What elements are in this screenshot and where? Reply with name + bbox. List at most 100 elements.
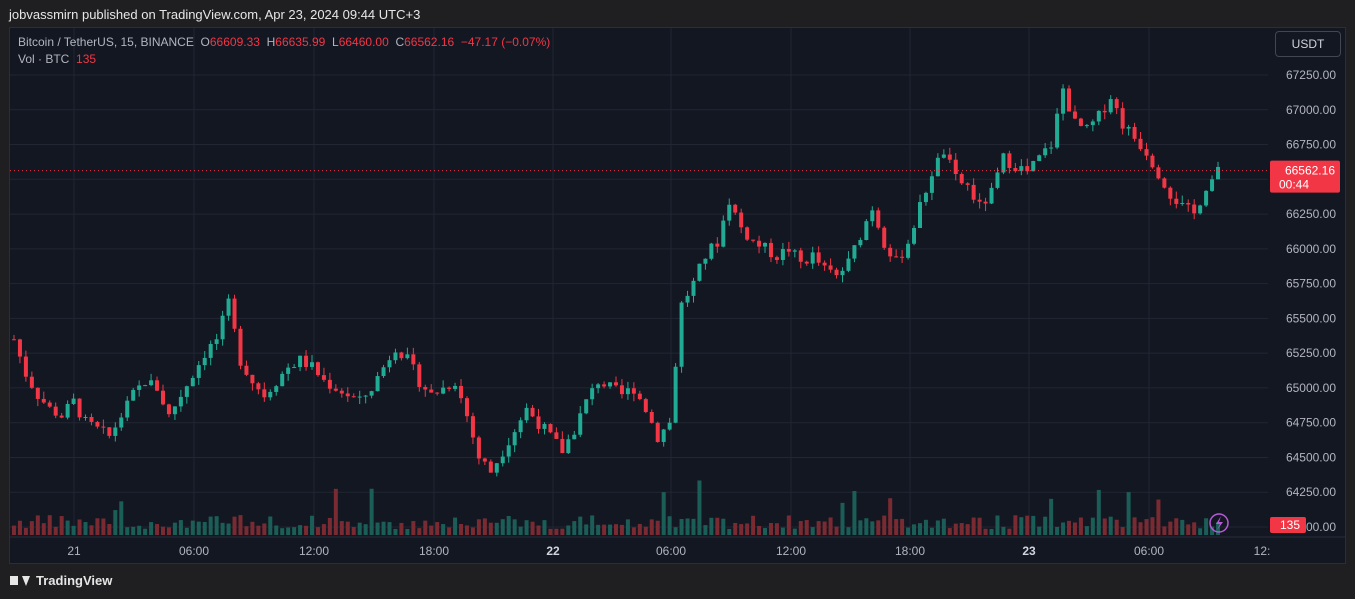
candle-body	[506, 445, 511, 457]
candle-body	[387, 360, 392, 368]
candle-body	[912, 227, 917, 244]
volume-bar	[989, 528, 994, 535]
volume-bar	[268, 516, 273, 535]
candle-body	[1204, 190, 1209, 206]
volume-bar	[47, 515, 52, 535]
volume-bar	[1055, 526, 1060, 535]
candle-body	[1043, 148, 1048, 156]
candle-body	[679, 302, 684, 367]
candle-body	[989, 187, 994, 204]
volume-bar	[852, 491, 857, 535]
x-tick-label: 18:00	[419, 544, 449, 558]
candle-body	[29, 376, 34, 388]
candle-body	[77, 398, 82, 418]
candle-body	[774, 257, 779, 260]
candle-body	[691, 280, 696, 296]
candle-body	[858, 239, 863, 246]
candle-body	[310, 362, 315, 367]
x-tick-label: 22	[546, 544, 560, 558]
y-tick-label: 66750.00	[1286, 138, 1336, 152]
candle-body	[17, 339, 22, 357]
candle-body	[1067, 88, 1072, 112]
volume-bar	[792, 528, 797, 535]
currency-button[interactable]: USDT	[1275, 31, 1341, 57]
candle-body	[393, 352, 398, 361]
candle-body	[238, 328, 243, 366]
volume-bar	[226, 523, 231, 535]
volume-bar	[894, 519, 899, 535]
volume-legend: Vol · BTC 135	[18, 52, 96, 66]
volume-bar	[691, 518, 696, 535]
candle-body	[959, 174, 964, 184]
candle-body	[155, 380, 160, 391]
candle-body	[113, 427, 118, 436]
y-tick-label: 64750.00	[1286, 416, 1336, 430]
candle-body	[262, 389, 267, 398]
symbol-label[interactable]: Bitcoin / TetherUS, 15, BINANCE	[18, 35, 194, 49]
volume-bar	[1114, 519, 1119, 535]
volume-bar	[1126, 492, 1131, 535]
volume-bar	[584, 524, 589, 535]
volume-bar	[1025, 515, 1030, 535]
volume-bar	[614, 524, 618, 535]
x-tick-label: 18:00	[895, 544, 925, 558]
volume-bar	[1013, 515, 1018, 535]
volume-bar	[578, 516, 583, 535]
volume-bar	[1102, 518, 1107, 535]
volume-bar	[184, 527, 189, 535]
volume-bar	[160, 526, 165, 535]
volume-bar	[1120, 527, 1125, 535]
candle-body	[357, 396, 362, 398]
open-value: 66609.33	[209, 35, 260, 49]
candle-body	[834, 269, 839, 276]
volume-bar	[965, 524, 970, 535]
volume-bar	[387, 522, 392, 535]
volume-bar	[333, 488, 338, 535]
volume-label[interactable]: Vol · BTC	[18, 52, 70, 66]
candle-body	[1108, 99, 1113, 113]
high-label: H	[266, 35, 276, 49]
volume-bar	[1067, 520, 1072, 535]
candle-body	[423, 386, 428, 390]
volume-bar	[667, 516, 672, 535]
volume-bar	[143, 528, 148, 535]
y-tick-label: 65750.00	[1286, 277, 1336, 291]
candle-body	[292, 367, 297, 369]
volume-bar	[304, 525, 309, 535]
tradingview-brand[interactable]: TradingView	[10, 573, 112, 588]
volume-bar	[1198, 528, 1203, 535]
candle-body	[1138, 138, 1143, 150]
candle-body	[327, 379, 332, 389]
candle-body	[977, 199, 982, 202]
volume-bar	[369, 488, 374, 535]
candle-body	[220, 315, 225, 340]
candle-body	[619, 385, 624, 395]
candle-body	[256, 383, 261, 390]
volume-bar	[1186, 524, 1191, 535]
volume-bar	[310, 515, 315, 535]
candle-body	[721, 220, 726, 247]
candle-body	[548, 424, 553, 433]
volume-bar	[590, 515, 595, 535]
volume-bar	[125, 527, 130, 535]
volume-bar	[834, 526, 839, 535]
candle-body	[435, 392, 440, 394]
candle-body	[947, 154, 952, 160]
candle-body	[274, 386, 279, 392]
volume-bar	[423, 520, 428, 535]
candle-body	[1150, 155, 1155, 168]
volume-bar	[89, 525, 94, 535]
candle-body	[23, 356, 28, 377]
candle-body	[482, 458, 487, 462]
candle-body	[1084, 125, 1089, 127]
volume-bar	[321, 524, 326, 535]
candle-body	[304, 355, 309, 367]
candle-body	[447, 387, 452, 389]
candle-body	[441, 387, 446, 394]
x-tick-label: 23	[1022, 544, 1036, 558]
volume-bar	[41, 523, 46, 535]
candle-body	[375, 376, 380, 392]
candle-body	[810, 252, 815, 264]
candle-body	[333, 388, 338, 391]
